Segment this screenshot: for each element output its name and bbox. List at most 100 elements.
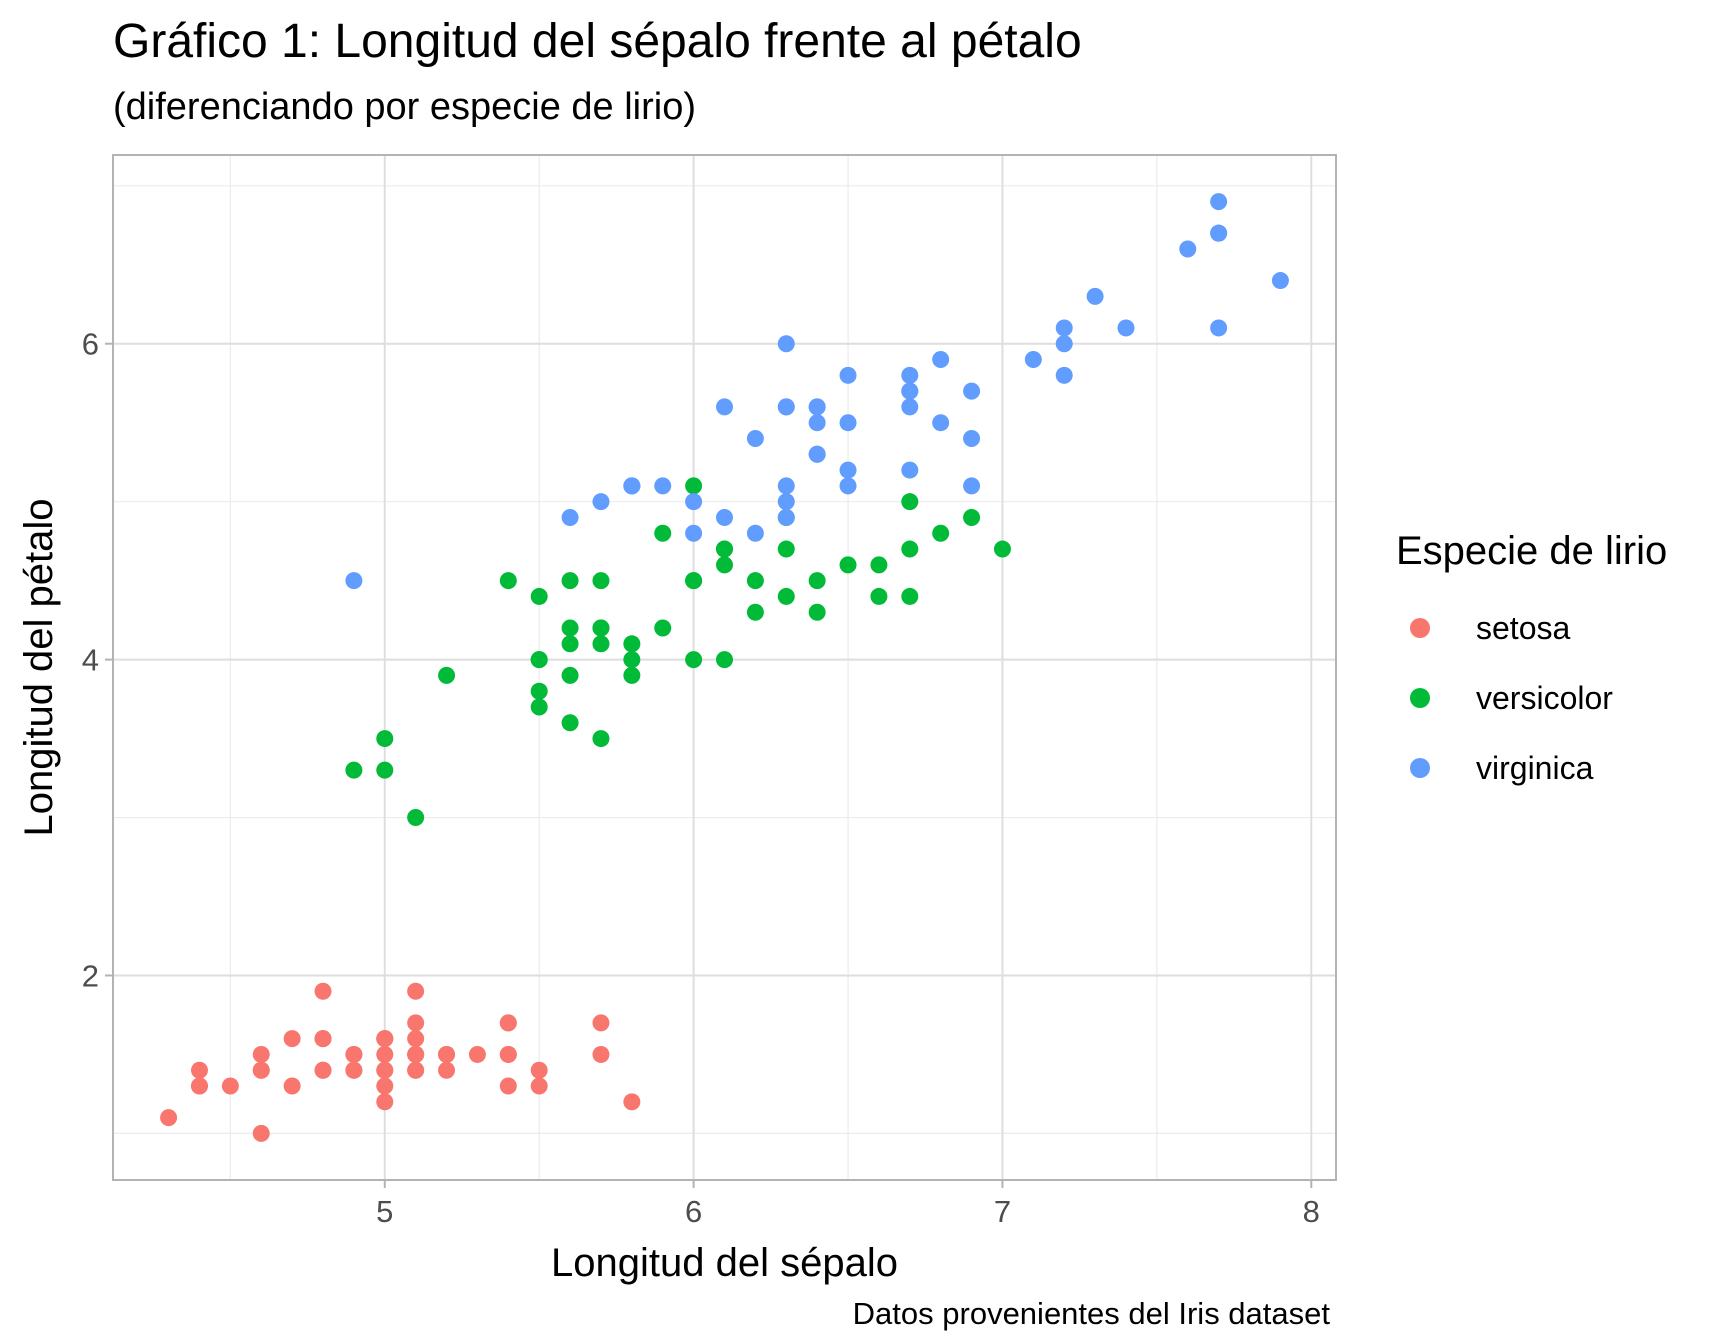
legend-item-versicolor: versicolor [1410,678,1613,718]
point-versicolor [530,651,548,669]
point-versicolor [592,635,610,653]
point-setosa [376,1077,394,1095]
y-tick-label: 4 [82,643,99,678]
point-versicolor [561,635,579,653]
point-setosa [468,1045,486,1063]
point-versicolor [901,493,919,511]
point-virginica [345,572,363,590]
point-virginica [685,493,703,511]
point-setosa [530,1061,548,1079]
point-versicolor [376,730,394,748]
point-virginica [777,477,795,495]
tick-labels: 5 6 7 8 2 4 6 [82,327,1320,1229]
point-virginica [839,461,857,479]
point-setosa [592,1014,610,1032]
point-setosa [376,1061,394,1079]
point-versicolor [685,651,703,669]
legend-key-versicolor [1410,688,1430,708]
point-versicolor [839,556,857,574]
point-versicolor [407,809,425,827]
point-versicolor [623,666,641,684]
point-virginica [901,366,919,384]
point-setosa [407,1061,425,1079]
point-versicolor [777,540,795,558]
y-tick-label: 6 [82,327,99,362]
point-versicolor [438,666,456,684]
panel-border [112,154,1337,1181]
point-virginica [1055,366,1073,384]
point-virginica [1086,287,1104,305]
point-setosa [283,1030,301,1048]
point-versicolor [716,540,733,558]
point-setosa [407,982,425,1000]
point-versicolor [561,572,579,590]
point-versicolor [777,587,795,605]
x-tick-label: 5 [376,1194,393,1229]
point-virginica [1179,240,1197,258]
point-setosa [190,1061,208,1079]
point-virginica [1210,224,1228,242]
point-versicolor [685,572,703,590]
point-virginica [963,429,981,447]
point-versicolor [592,572,610,590]
point-virginica [777,398,795,416]
point-setosa [499,1014,517,1032]
point-virginica [839,477,857,495]
point-virginica [716,398,733,416]
point-virginica [654,477,672,495]
point-virginica [1210,319,1228,337]
point-setosa [314,1061,332,1079]
point-versicolor [870,556,888,574]
point-versicolor [901,587,919,605]
point-virginica [623,477,641,495]
point-virginica [777,335,795,353]
point-setosa [376,1045,394,1063]
point-setosa [252,1124,270,1142]
point-setosa [283,1077,301,1095]
point-setosa [407,1045,425,1063]
point-virginica [901,398,919,416]
x-tick-label: 6 [685,1194,702,1229]
legend-key-setosa [1410,618,1430,638]
point-virginica [901,461,919,479]
point-versicolor [716,556,733,574]
point-setosa [376,1030,394,1048]
legend-label-setosa: setosa [1476,610,1571,646]
point-virginica [932,414,950,432]
point-setosa [345,1045,363,1063]
point-virginica [808,398,826,416]
point-setosa [252,1061,270,1079]
point-setosa [407,1014,425,1032]
x-axis-label: Longitud del sépalo [551,1241,898,1285]
point-virginica [808,414,826,432]
point-setosa [499,1045,517,1063]
point-versicolor [963,508,981,526]
point-versicolor [808,603,826,621]
point-versicolor [901,540,919,558]
point-virginica [808,445,826,463]
legend-title: Especie de lirio [1396,529,1668,573]
point-versicolor [499,572,517,590]
point-virginica [716,508,733,526]
point-setosa [438,1045,456,1063]
point-versicolor [592,730,610,748]
point-virginica [1055,335,1073,353]
minor-gridlines [113,155,1336,1180]
point-virginica [901,382,919,400]
point-setosa [314,982,332,1000]
point-setosa [345,1061,363,1079]
legend-item-virginica: virginica [1410,748,1593,788]
point-setosa [376,1093,394,1111]
point-versicolor [746,603,764,621]
point-versicolor [561,619,579,637]
point-virginica [592,493,610,511]
point-virginica [1055,319,1073,337]
x-tick-label: 8 [1303,1194,1320,1229]
point-versicolor [685,477,703,495]
point-versicolor [561,714,579,732]
data-points [160,193,1289,1142]
point-versicolor [623,651,641,669]
point-virginica [1210,193,1228,211]
chart-title: Gráfico 1: Longitud del sépalo frente al… [113,15,1082,68]
